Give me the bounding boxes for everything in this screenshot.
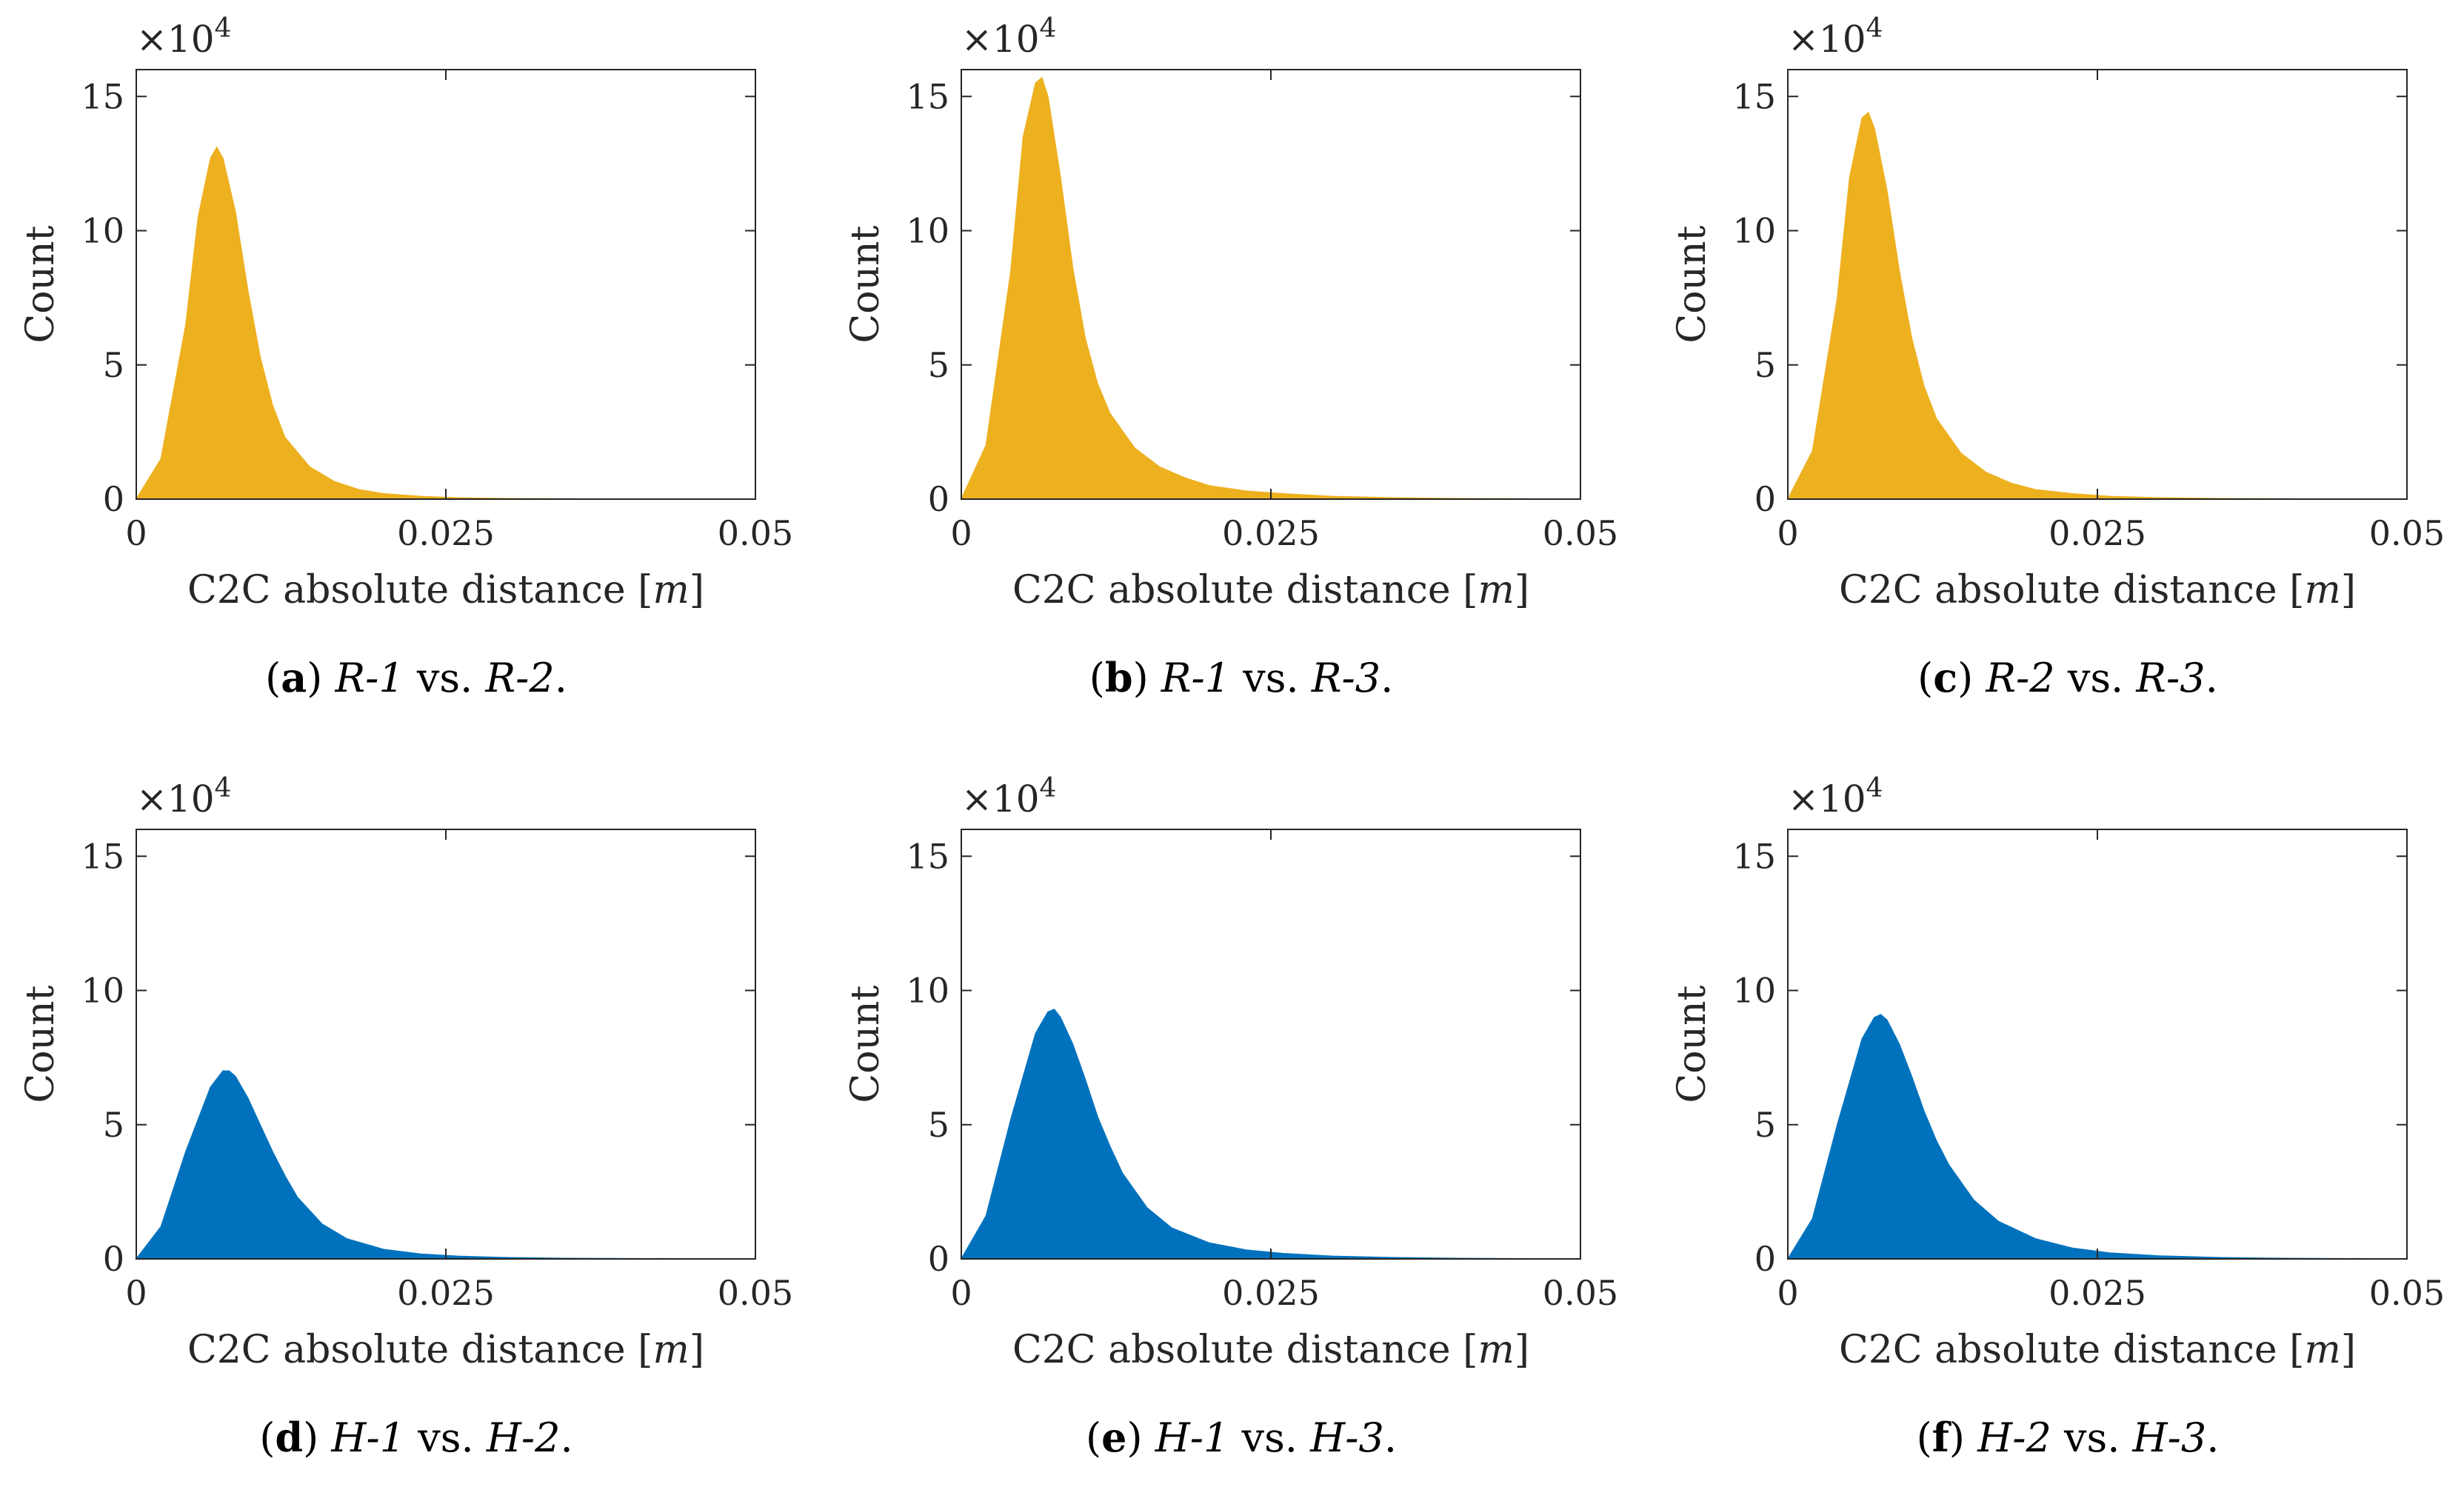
y-tick-label: 10 (906, 211, 949, 251)
y-axis-label: Count (844, 985, 888, 1103)
x-tick-label: 0 (125, 513, 147, 553)
histogram-area (1786, 1014, 2408, 1260)
panel-1: 0 5 10 15 0 0.025 0.05 ×104 Count C2C absolute di… (19, 13, 793, 701)
y-tick-label: 15 (906, 836, 949, 876)
y-tick-label: 15 (1732, 76, 1776, 116)
x-tick-label: 0 (125, 1273, 147, 1313)
y-axis-label: Count (19, 985, 63, 1103)
panel-caption: (c) R-2 vs. R-3. (1917, 654, 2218, 701)
panel-5: 0 5 10 15 0 0.025 0.05 ×104 Count C2C absolute di… (844, 773, 1618, 1461)
histogram-area (960, 76, 1581, 500)
panel-4: 0 5 10 15 0 0.025 0.05 ×104 Count C2C absolute di… (19, 773, 793, 1461)
y-axis-label: Count (844, 225, 888, 343)
y-tick-label: 0 (103, 479, 124, 519)
panel-caption: (f) H-2 vs. H-3. (1917, 1414, 2220, 1461)
panel-2: 0 5 10 15 0 0.025 0.05 ×104 Count C2C absolute di… (844, 13, 1618, 701)
y-tick-label: 10 (906, 971, 949, 1011)
y-tick-label: 5 (928, 1105, 949, 1145)
x-axis-label: C2C absolute distance [m] (1012, 568, 1529, 612)
panel-caption: (b) R-1 vs. R-3. (1089, 654, 1394, 701)
x-tick-label: 0 (950, 1273, 972, 1313)
panel-6: 0 5 10 15 0 0.025 0.05 ×104 Count C2C absolute di… (1670, 773, 2445, 1461)
y-tick-label: 10 (81, 971, 124, 1011)
x-axis-label: C2C absolute distance [m] (187, 568, 704, 612)
histogram-area (135, 146, 755, 500)
x-tick-label: 0.05 (1543, 1273, 1618, 1313)
y-tick-label: 0 (928, 479, 949, 519)
x-axis-label: C2C absolute distance [m] (187, 1328, 704, 1372)
x-tick-label: 0.025 (1222, 1273, 1320, 1313)
y-tick-label: 0 (1754, 479, 1776, 519)
y-multiplier: ×104 (136, 773, 231, 821)
y-axis-label: Count (19, 225, 63, 343)
y-multiplier: ×104 (136, 13, 231, 61)
x-tick-label: 0.025 (1222, 513, 1320, 553)
x-tick-label: 0.025 (2049, 1273, 2146, 1313)
panel-caption: (a) R-1 vs. R-2. (265, 654, 567, 701)
y-tick-label: 5 (1754, 345, 1776, 385)
x-tick-label: 0.05 (718, 1273, 793, 1313)
histogram-area (960, 1008, 1581, 1260)
y-multiplier: ×104 (961, 13, 1056, 61)
y-tick-label: 0 (103, 1239, 124, 1279)
y-tick-label: 5 (928, 345, 949, 385)
histogram-area (1786, 111, 2407, 500)
y-tick-label: 0 (1754, 1239, 1776, 1279)
x-tick-label: 0 (1777, 1273, 1798, 1313)
x-tick-label: 0 (1777, 513, 1798, 553)
x-tick-label: 0.05 (2369, 1273, 2445, 1313)
y-axis-label: Count (1670, 225, 1715, 343)
y-tick-label: 5 (103, 1105, 124, 1145)
panel-caption: (d) H-1 vs. H-2. (259, 1414, 572, 1461)
x-tick-label: 0 (950, 513, 972, 553)
panel-caption: (e) H-1 vs. H-3. (1086, 1414, 1397, 1461)
x-tick-label: 0.05 (1543, 513, 1618, 553)
x-tick-label: 0.05 (718, 513, 793, 553)
x-axis-label: C2C absolute distance [m] (1839, 568, 2356, 612)
y-tick-label: 10 (1732, 971, 1776, 1011)
x-tick-label: 0.025 (397, 1273, 495, 1313)
y-multiplier: ×104 (961, 773, 1056, 821)
y-multiplier: ×104 (1788, 773, 1883, 821)
y-tick-label: 5 (103, 345, 124, 385)
y-tick-label: 15 (906, 76, 949, 116)
y-multiplier: ×104 (1788, 13, 1883, 61)
x-tick-label: 0.025 (2049, 513, 2146, 553)
y-axis-label: Count (1670, 985, 1715, 1103)
y-tick-label: 10 (1732, 211, 1776, 251)
y-tick-label: 0 (928, 1239, 949, 1279)
panel-3: 0 5 10 15 0 0.025 0.05 ×104 Count C2C absolute di… (1670, 13, 2445, 701)
histogram-area (135, 1070, 756, 1260)
y-tick-label: 10 (81, 211, 124, 251)
y-tick-label: 15 (81, 836, 124, 876)
y-tick-label: 15 (1732, 836, 1776, 876)
x-tick-label: 0.025 (397, 513, 495, 553)
x-axis-label: C2C absolute distance [m] (1839, 1328, 2356, 1372)
y-tick-label: 5 (1754, 1105, 1776, 1145)
y-tick-label: 15 (81, 76, 124, 116)
x-axis-label: C2C absolute distance [m] (1012, 1328, 1529, 1372)
x-tick-label: 0.05 (2369, 513, 2445, 553)
